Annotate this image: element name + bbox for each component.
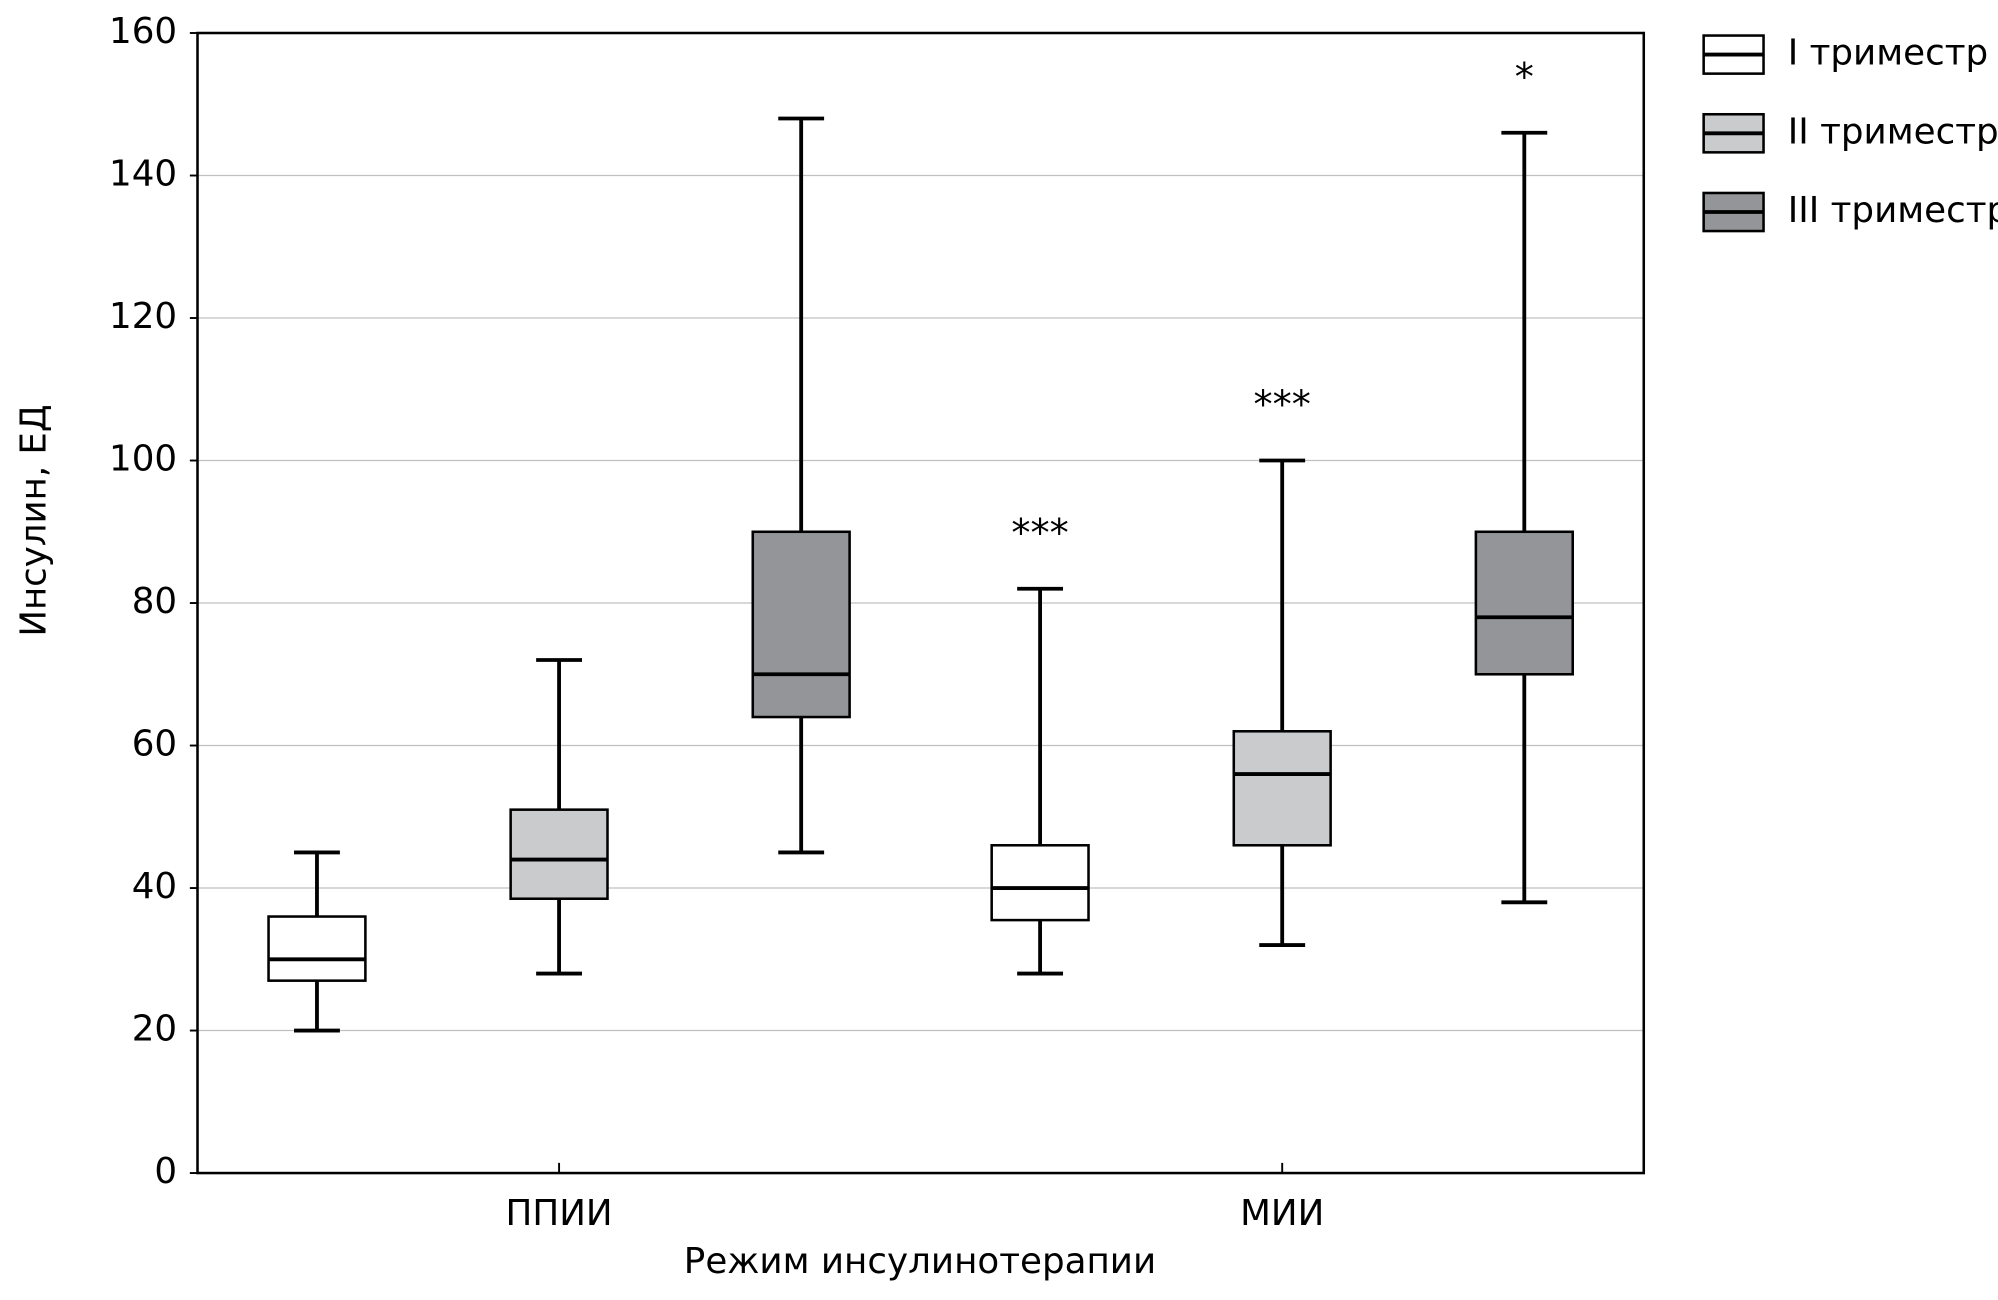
significance-marker: *** [1254,383,1311,427]
box [509,808,609,900]
y-tick-label: 80 [132,581,177,622]
box [751,530,851,719]
box [990,844,1090,922]
x-tick-label: ППИИ [506,1193,613,1234]
box [1232,730,1332,847]
legend-label: I триместр [1788,33,1988,74]
y-tick-label: 140 [109,154,177,195]
y-tick-label: 120 [109,296,177,337]
significance-marker: *** [1011,511,1068,555]
x-axis-label: Режим инсулинотерапии [684,1241,1156,1282]
box [1474,530,1574,676]
x-tick-label: МИИ [1240,1193,1324,1234]
y-tick-label: 20 [132,1009,177,1050]
box [267,915,367,982]
legend-label: III триместр [1788,190,1998,231]
y-tick-label: 40 [132,866,177,907]
y-tick-label: 100 [109,439,177,480]
significance-marker: * [1515,55,1534,99]
y-tick-label: 60 [132,724,177,765]
y-axis-label: Инсулин, ЕД [14,404,55,636]
legend-label: II триместр [1788,111,1998,152]
y-tick-label: 160 [109,11,177,52]
plot-frame [196,31,1646,1175]
y-tick-label: 0 [154,1151,177,1192]
